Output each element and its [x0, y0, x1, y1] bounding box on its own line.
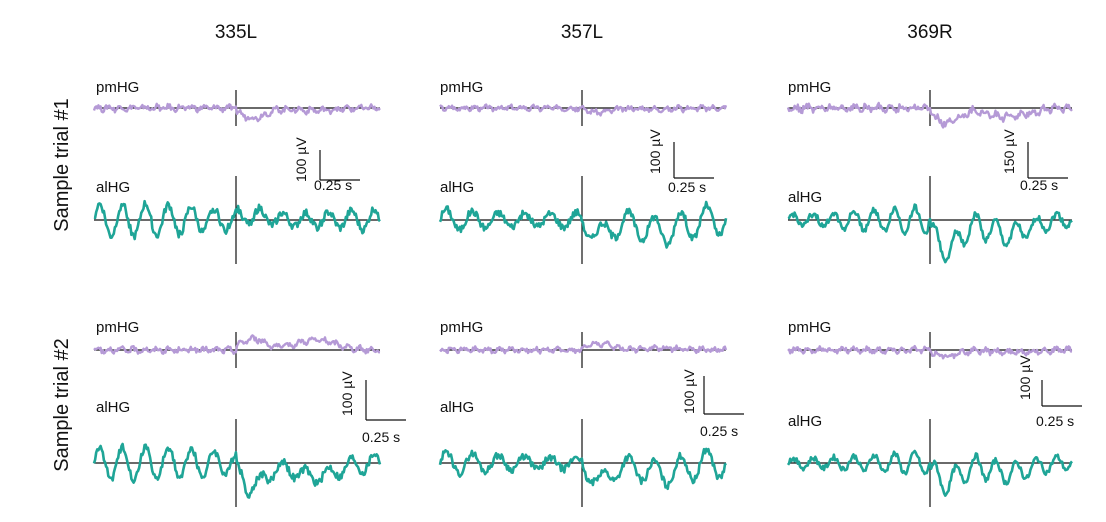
- row-title-trial-2: Sample trial #2: [51, 338, 73, 471]
- scale-bar-x-label: 0.25 s: [700, 423, 738, 439]
- series-line-alHG: [438, 200, 728, 249]
- trace-label-alHG: alHG: [440, 399, 474, 416]
- series-line-pmHG: [93, 334, 381, 355]
- column-title-357L: 357L: [561, 22, 603, 43]
- column-title-335L: 335L: [215, 22, 257, 43]
- scale-bar-y-label: 100 µV: [647, 129, 663, 174]
- trace-label-pmHG: pmHG: [788, 319, 831, 336]
- traces-layer: [92, 90, 1082, 507]
- series-line-alHG: [786, 449, 1073, 497]
- series-line-pmHG: [786, 101, 1073, 129]
- series-line-pmHG: [439, 103, 728, 117]
- series-line-pmHG: [439, 340, 728, 355]
- scale-bar-y-label: 150 µV: [1001, 129, 1017, 174]
- series-line-pmHG: [787, 344, 1073, 360]
- trace-label-alHG: alHG: [96, 179, 130, 196]
- trace-label-pmHG: pmHG: [96, 79, 139, 96]
- trace-label-pmHG: pmHG: [788, 79, 831, 96]
- scale-bar-x-label: 0.25 s: [362, 429, 400, 445]
- scale-bar-y-label: 100 µV: [681, 369, 697, 414]
- row-title-trial-1: Sample trial #1: [51, 98, 73, 231]
- series-line-pmHG: [92, 102, 381, 123]
- column-title-369R: 369R: [907, 22, 952, 43]
- scale-bar-x-label: 0.25 s: [1036, 413, 1074, 429]
- scale-bar-y-label: 100 µV: [339, 371, 355, 416]
- trace-label-alHG: alHG: [788, 413, 822, 430]
- series-line-alHG: [787, 203, 1073, 264]
- trace-label-alHG: alHG: [788, 189, 822, 206]
- scale-bar-x-label: 0.25 s: [314, 177, 352, 193]
- trace-label-alHG: alHG: [96, 399, 130, 416]
- series-line-alHG: [92, 442, 382, 499]
- trace-label-pmHG: pmHG: [96, 319, 139, 336]
- scale-bar-x-label: 0.25 s: [1020, 177, 1058, 193]
- series-line-alHG: [438, 447, 727, 491]
- series-line-alHG: [93, 199, 381, 241]
- trace-label-alHG: alHG: [440, 179, 474, 196]
- trace-label-pmHG: pmHG: [440, 319, 483, 336]
- scale-bar-y-label: 100 µV: [1017, 355, 1033, 400]
- trace-label-pmHG: pmHG: [440, 79, 483, 96]
- scale-bar-x-label: 0.25 s: [668, 179, 706, 195]
- scale-bar-y-label: 100 µV: [293, 137, 309, 182]
